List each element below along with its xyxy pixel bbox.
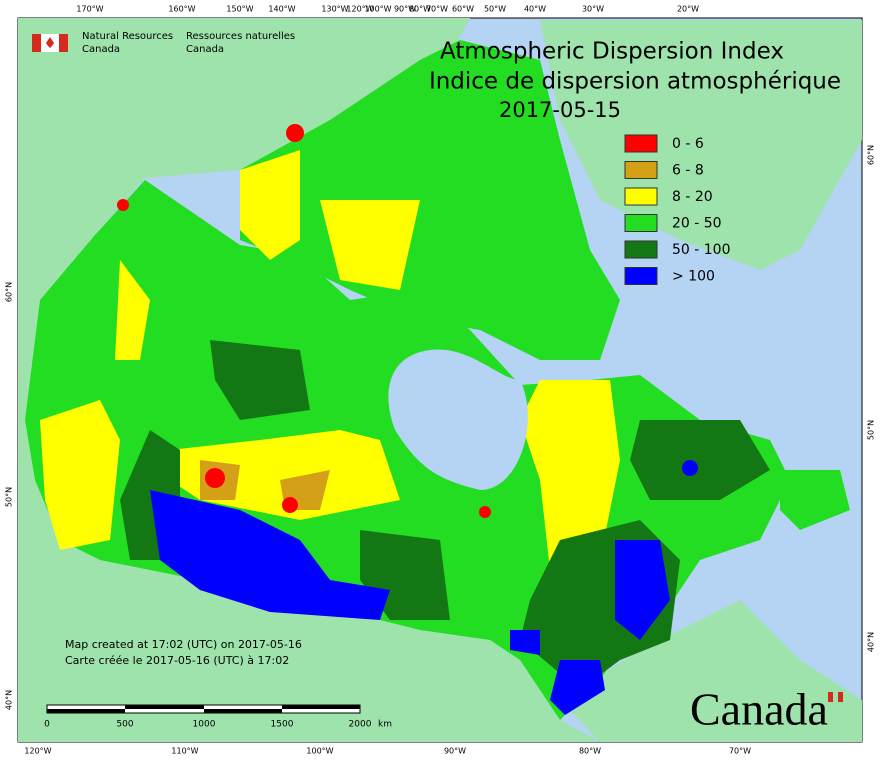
title: Indice de dispersion atmosphérique <box>429 69 841 95</box>
date: 2017-05-15 <box>499 98 621 122</box>
lon-label: 140°W <box>268 5 295 14</box>
arctic-islands <box>240 40 620 360</box>
lon-label: 100°W <box>306 747 333 756</box>
scale-label: 2000 <box>349 720 372 730</box>
flag-bar <box>32 34 41 52</box>
zone-red <box>117 199 129 211</box>
lon-label: 20°W <box>677 5 699 14</box>
agency-en: Natural Resources <box>82 31 173 42</box>
land-us-east <box>560 600 862 742</box>
scale-bar: 0 500 1000 1500 2000 km <box>44 704 392 730</box>
zone-yellow <box>240 150 300 260</box>
lon-label: 90°W <box>444 747 466 756</box>
scale-label: 500 <box>116 720 133 730</box>
lon-label: 110°W <box>171 747 198 756</box>
lon-label: 160°W <box>168 5 195 14</box>
canada-wordmark: Canada <box>690 684 828 735</box>
zone-red <box>282 497 298 513</box>
lon-label: 130°W <box>321 5 348 14</box>
legend-label: 8 - 20 <box>672 189 713 205</box>
lon-label: 50°W <box>484 5 506 14</box>
lon-label: 60°W <box>452 5 474 14</box>
legend: 0 - 6 6 - 8 8 - 20 20 - 50 50 - 100 > 100 <box>624 134 731 285</box>
newfoundland <box>780 470 850 530</box>
zone-blue <box>682 460 698 476</box>
scale-segment <box>204 709 282 713</box>
wordmark: Canada <box>690 684 843 735</box>
scale-segment <box>125 705 204 709</box>
lon-label: 90°W <box>394 5 416 14</box>
legend-label: > 100 <box>672 269 715 285</box>
credit: Map created at 17:02 (UTC) on 2017-05-16 <box>65 638 302 651</box>
maple-leaf <box>46 37 54 48</box>
flag-bar <box>59 34 68 52</box>
zone-blue <box>510 630 540 655</box>
legend-label: 6 - 8 <box>672 163 704 179</box>
lat-label: 40°N <box>867 632 876 652</box>
lon-label: 70°W <box>426 5 448 14</box>
legend-swatch <box>624 161 658 179</box>
legend-swatch <box>624 240 658 259</box>
lon-label: 40°W <box>524 5 546 14</box>
credit: Carte créée le 2017-05-16 (UTC) à 17:02 <box>65 654 289 667</box>
logo: Natural Resources Canada Ressources natu… <box>32 31 295 55</box>
scale-label: 1500 <box>271 720 294 730</box>
lat-label: 60°N <box>867 145 876 165</box>
hudson-bay <box>388 349 528 490</box>
flag-bar <box>828 692 833 702</box>
legend-label: 20 - 50 <box>672 216 722 232</box>
lat-label: 50°N <box>5 487 14 507</box>
agency-fr: Canada <box>186 44 224 55</box>
lon-label: 80°W <box>409 5 431 14</box>
agency-fr: Ressources naturelles <box>186 31 295 42</box>
legend-label: 0 - 6 <box>672 136 704 152</box>
lon-label: 100°W <box>364 5 391 14</box>
zone-red <box>205 468 225 488</box>
scale-segment <box>282 705 360 709</box>
legend-label: 50 - 100 <box>672 242 731 258</box>
flag-bar <box>838 692 843 702</box>
zone-red <box>286 124 304 142</box>
scale-unit: km <box>378 720 392 730</box>
lat-label: 40°N <box>5 690 14 710</box>
legend-swatch <box>624 214 658 232</box>
legend-swatch <box>624 187 658 206</box>
lon-label: 120°W <box>346 5 373 14</box>
land-west <box>18 18 600 742</box>
zone-darkgreen <box>210 340 310 420</box>
zone-yellow <box>40 400 120 550</box>
zone-blue <box>150 490 390 620</box>
greenland <box>540 20 862 270</box>
lat-label: 50°N <box>867 420 876 440</box>
zone-darkgreen <box>630 420 770 500</box>
zone-blue <box>615 540 670 640</box>
scale-label: 1000 <box>193 720 216 730</box>
lon-label: 30°W <box>582 5 604 14</box>
scale-segment <box>47 709 125 713</box>
lon-label: 150°W <box>226 5 253 14</box>
lat-label: 60°N <box>5 282 14 302</box>
scale-label: 0 <box>44 720 50 730</box>
lon-label: 70°W <box>729 747 751 756</box>
lon-label: 170°W <box>76 5 103 14</box>
legend-swatch <box>624 267 658 285</box>
legend-swatch <box>624 134 658 153</box>
agency-en: Canada <box>82 44 120 55</box>
index-zones <box>40 124 770 715</box>
zone-yellow <box>115 260 150 360</box>
zone-red <box>479 506 491 518</box>
lon-label: 120°W <box>24 747 51 756</box>
title: Atmospheric Dispersion Index <box>440 39 784 65</box>
zone-yellow <box>320 200 420 290</box>
zone-blue <box>550 660 605 715</box>
lon-label: 80°W <box>579 747 601 756</box>
